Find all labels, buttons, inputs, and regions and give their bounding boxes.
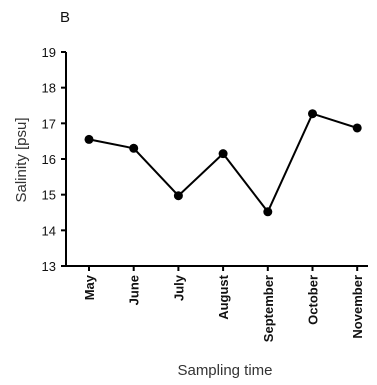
- data-point: [263, 207, 273, 217]
- x-tick-label: June: [127, 275, 142, 305]
- data-point: [218, 149, 228, 159]
- y-tick-label: 13: [42, 259, 56, 274]
- data-point: [352, 123, 362, 133]
- x-tick-label: September: [261, 275, 276, 342]
- panel-label: B: [60, 9, 70, 26]
- x-axis: May June July August September October Novembe…: [65, 265, 368, 342]
- data-point: [308, 109, 317, 119]
- y-tick-label: 16: [42, 152, 56, 167]
- x-tick-label: August: [216, 274, 231, 319]
- y-axis: 13 14 15 16 17 18 19: [42, 45, 67, 274]
- y-tick-label: 15: [42, 188, 56, 203]
- x-axis-title: Sampling time: [177, 362, 272, 379]
- data-point: [84, 134, 94, 144]
- x-tick-label: May: [82, 274, 97, 300]
- x-tick-label: July: [171, 274, 186, 301]
- salinity-line: [88, 112, 358, 214]
- data-point: [173, 191, 183, 201]
- y-tick-label: 14: [42, 223, 56, 238]
- x-tick-label: October: [306, 275, 321, 325]
- data-point: [129, 143, 139, 153]
- series-markers: [84, 109, 362, 217]
- series-line: [88, 112, 358, 214]
- x-tick-label: November: [350, 275, 365, 339]
- y-tick-label: 17: [42, 116, 56, 131]
- y-tick-label: 19: [42, 45, 56, 60]
- y-axis-title: Salinity [psu]: [13, 117, 30, 202]
- y-tick-label: 18: [42, 81, 56, 96]
